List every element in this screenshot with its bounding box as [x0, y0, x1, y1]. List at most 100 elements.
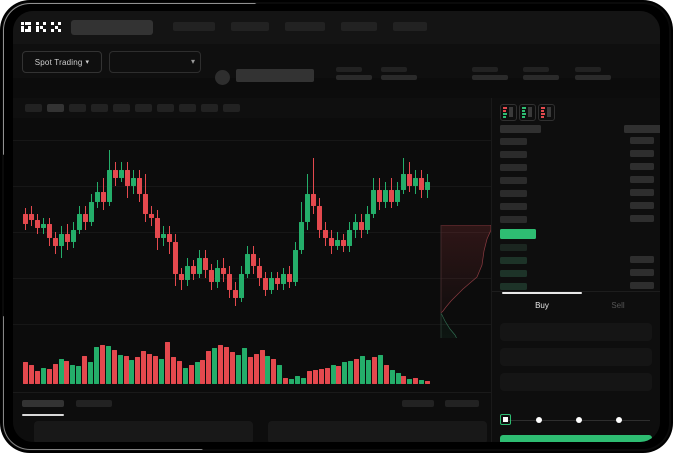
nav-item-5[interactable]	[393, 22, 427, 31]
candle-body	[215, 268, 220, 282]
nav-item-3[interactable]	[285, 22, 325, 31]
nav-item-2[interactable]	[231, 22, 269, 31]
stat-extra-value	[575, 75, 611, 80]
candle-body	[323, 230, 328, 238]
price-input-field[interactable]	[500, 348, 652, 366]
order-book-panel: Buy Sell	[491, 98, 660, 442]
chevron-down-icon: ▾	[190, 57, 195, 66]
timeframe-button-5[interactable]	[135, 104, 152, 112]
bottom-panel-card-right[interactable]	[268, 421, 487, 442]
volume-bar	[194, 362, 200, 384]
volume-bar	[164, 342, 170, 384]
candle-body	[23, 214, 28, 224]
volume-bar	[419, 380, 425, 384]
order-book-ask-row[interactable]	[500, 216, 527, 223]
order-book-ask-amount	[630, 137, 654, 144]
nav-item-4[interactable]	[341, 22, 377, 31]
timeframe-button-3[interactable]	[91, 104, 108, 112]
order-book-ask-row[interactable]	[500, 138, 527, 145]
candle-body	[113, 170, 118, 178]
volume-bar	[46, 368, 52, 384]
gridline	[13, 232, 491, 233]
tab-sell[interactable]: Sell	[611, 300, 625, 310]
bottom-panel-card-left[interactable]	[34, 421, 253, 442]
order-book-bid-row[interactable]	[500, 244, 527, 251]
amount-step-0-active[interactable]	[500, 414, 511, 425]
order-book-bid-row[interactable]	[500, 257, 527, 264]
candle-body	[293, 250, 298, 282]
volume-bar	[70, 364, 76, 384]
order-book-bid-row[interactable]	[500, 283, 527, 290]
volume-bar	[425, 380, 431, 384]
candlestick-chart[interactable]	[13, 118, 491, 338]
volume-bar	[64, 361, 70, 384]
tab-open-orders[interactable]	[22, 400, 64, 407]
orderbook-asks-icon[interactable]	[538, 104, 555, 121]
candle-body	[407, 174, 412, 186]
spot-trading-dropdown[interactable]: Spot Trading ▾	[22, 51, 102, 73]
volume-bar	[306, 371, 312, 384]
candle-body	[65, 234, 70, 242]
volume-bar	[117, 354, 123, 384]
orderbook-bids-icon[interactable]	[519, 104, 536, 121]
submit-order-button[interactable]	[500, 435, 652, 442]
timeframe-button-7[interactable]	[179, 104, 196, 112]
timeframe-button-8[interactable]	[201, 104, 218, 112]
user-avatar[interactable]	[215, 70, 230, 85]
tab-buy[interactable]: Buy	[535, 300, 549, 310]
amount-input-field[interactable]	[500, 373, 652, 391]
volume-bar	[377, 354, 383, 384]
okx-logo[interactable]	[21, 22, 63, 35]
timeframe-button-4[interactable]	[113, 104, 130, 112]
order-book-ask-row[interactable]	[500, 151, 527, 158]
order-book-ask-row[interactable]	[500, 177, 527, 184]
bottom-action-1[interactable]	[402, 400, 434, 407]
candle-body	[221, 268, 226, 274]
timeframe-button-2[interactable]	[69, 104, 86, 112]
stat-change-label	[381, 67, 407, 72]
candle-body	[419, 178, 424, 190]
candle-body	[335, 240, 340, 246]
volume-bar	[105, 345, 111, 384]
order-book-ask-row[interactable]	[500, 190, 527, 197]
order-book-ask-row[interactable]	[500, 203, 527, 210]
amount-step-2[interactable]	[576, 417, 582, 423]
depth-svg	[440, 225, 491, 338]
volume-bar	[366, 359, 371, 384]
candle-body	[125, 170, 130, 186]
volume-bar	[265, 356, 271, 384]
volume-bar	[283, 377, 289, 384]
stat-high-value	[472, 75, 508, 80]
timeframe-button-9[interactable]	[223, 104, 240, 112]
amount-step-1[interactable]	[536, 417, 542, 423]
timeframe-button-6[interactable]	[157, 104, 174, 112]
order-book-ask-row[interactable]	[500, 164, 527, 171]
chevron-down-icon: ▾	[85, 59, 90, 66]
amount-step-3[interactable]	[616, 417, 622, 423]
bottom-action-2[interactable]	[445, 400, 479, 407]
candle-body	[83, 214, 88, 222]
depth-chart-overlay	[437, 225, 491, 338]
volume-bar	[230, 352, 235, 384]
order-book-spread-highlight[interactable]	[500, 229, 536, 239]
order-book-bid-row[interactable]	[500, 270, 527, 277]
active-tab-underline	[22, 414, 64, 416]
tab-order-history[interactable]	[76, 400, 112, 407]
timeframe-button-1[interactable]	[47, 104, 64, 112]
candle-body	[95, 192, 100, 202]
volume-bar	[170, 357, 176, 384]
volume-bar	[129, 359, 135, 384]
stat-high-label	[472, 67, 498, 72]
trading-pair-select[interactable]: ▾	[109, 51, 201, 73]
timeframe-button-0[interactable]	[25, 104, 42, 112]
volume-bar	[94, 347, 99, 384]
orderbook-both-icon[interactable]	[500, 104, 517, 121]
global-search-input[interactable]	[71, 20, 153, 35]
candle-body	[275, 278, 280, 284]
candle-body	[329, 238, 334, 246]
nav-item-1[interactable]	[173, 22, 215, 31]
order-book-ask-amount	[630, 189, 654, 196]
volume-bar	[324, 367, 330, 384]
order-type-field[interactable]	[500, 323, 652, 341]
